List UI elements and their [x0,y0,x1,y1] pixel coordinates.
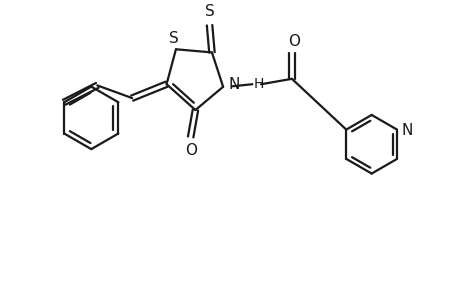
Text: N: N [229,77,240,92]
Text: S: S [204,4,214,19]
Text: H: H [253,77,263,91]
Text: S: S [169,31,179,46]
Text: O: O [184,143,196,158]
Text: N: N [401,123,412,138]
Text: O: O [287,34,299,49]
